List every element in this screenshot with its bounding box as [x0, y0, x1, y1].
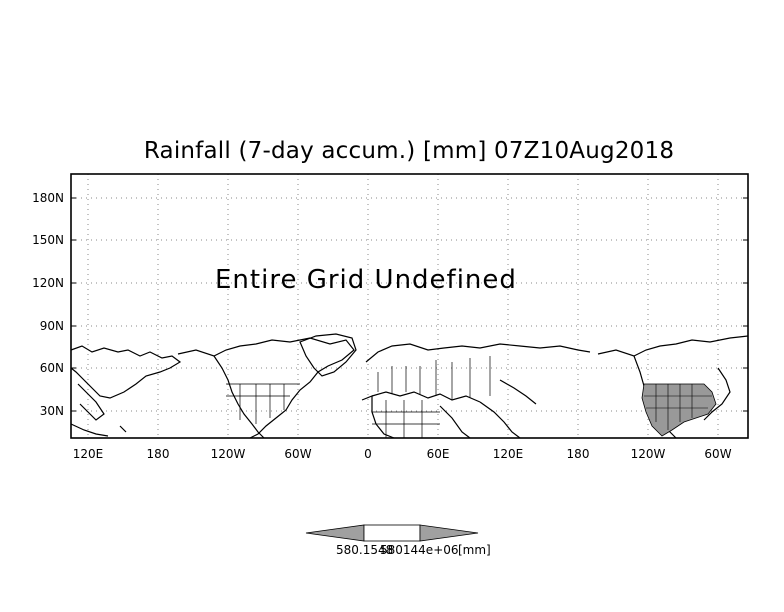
coast-asia-islands: [77, 383, 105, 421]
coast-greenland: [299, 333, 357, 377]
x-tick-label: 60E: [427, 447, 450, 461]
x-tick-label: 60W: [704, 447, 731, 461]
borders-europe: [377, 356, 491, 400]
x-tick-label: 180: [567, 447, 590, 461]
y-axis-labels: 180N 150N 120N 90N 60N 30N: [32, 191, 64, 418]
x-axis-labels: 120E 180 120W 60W 0 60E 120E 180 120W 60…: [73, 447, 732, 461]
y-tick-label: 150N: [32, 233, 64, 247]
map-title: Rainfall (7-day accum.) [mm] 07Z10Aug201…: [143, 138, 675, 164]
borders-africa: [372, 400, 440, 438]
coast-indonesia: [70, 423, 127, 437]
x-tick-label: 120E: [73, 447, 104, 461]
coast-europe: [365, 343, 591, 363]
borders-na: [226, 383, 300, 424]
shaded-region: [641, 383, 717, 437]
coast-asia-east: [70, 345, 182, 399]
colorbar-label-right: 580144e+06: [380, 543, 459, 557]
y-tick-marks: [71, 197, 748, 412]
x-tick-label: 0: [364, 447, 372, 461]
coastlines: [70, 333, 749, 439]
coast-asia-mid: [479, 379, 537, 439]
shaded-us: [641, 383, 717, 437]
x-tick-label: 120W: [211, 447, 246, 461]
colorbar-left-arrow: [305, 524, 365, 542]
colorbar-label-left: 580.1548: [336, 543, 393, 557]
coast-alaska: [177, 337, 355, 439]
colorbar-center-box: [363, 524, 421, 542]
map-frame: [70, 173, 749, 439]
shaded-us-borders: [644, 384, 712, 430]
coast-na-west: [213, 355, 265, 439]
y-tick-label: 120N: [32, 276, 64, 290]
x-tick-label: 180: [147, 447, 170, 461]
y-tick-label: 180N: [32, 191, 64, 205]
colorbar-right-arrow: [419, 524, 479, 542]
x-tick-label: 120W: [631, 447, 666, 461]
coast-na-east: [597, 335, 749, 357]
coast-africa: [361, 395, 471, 439]
y-tick-label: 30N: [40, 404, 64, 418]
coast-med: [371, 391, 481, 403]
colorbar: 580.1548 580144e+06 [mm]: [305, 524, 491, 557]
x-tick-label: 120E: [493, 447, 524, 461]
y-tick-label: 60N: [40, 361, 64, 375]
undefined-grid-message: Entire Grid Undefined: [215, 265, 517, 295]
y-tick-label: 90N: [40, 319, 64, 333]
x-tick-label: 60W: [284, 447, 311, 461]
colorbar-unit: [mm]: [458, 543, 491, 557]
